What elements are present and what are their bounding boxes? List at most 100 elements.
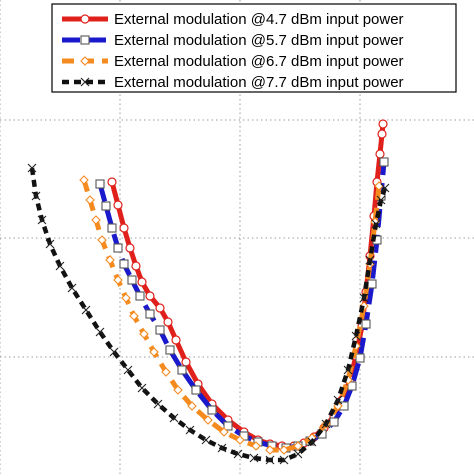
data-point-series-4: [137, 383, 147, 393]
data-point-series-3: [219, 427, 229, 437]
series-3: [79, 175, 384, 455]
legend-label-3: External modulation @6.7 dBm input power: [114, 53, 404, 70]
data-point-series-2: [191, 385, 201, 395]
data-point-series-1: [171, 335, 181, 345]
series-layer: [27, 119, 390, 465]
data-point-series-1: [163, 317, 173, 327]
data-point-series-3: [129, 311, 139, 321]
data-point-series-4: [307, 437, 317, 447]
data-point-series-4: [95, 327, 105, 337]
data-point-series-4: [81, 305, 91, 315]
data-point-series-4: [67, 283, 77, 293]
data-point-series-3: [203, 415, 213, 425]
data-point-series-4: [321, 419, 331, 429]
data-point-series-4: [343, 365, 353, 375]
data-point-series-3: [187, 401, 197, 411]
data-point-series-2: [95, 179, 105, 189]
data-point-series-2: [165, 345, 175, 355]
legend-label-1: External modulation @4.7 dBm input power: [114, 11, 404, 28]
series-2: [95, 157, 389, 453]
data-point-series-3: [149, 347, 159, 357]
legend-entry-2: External modulation @5.7 dBm input power: [62, 32, 404, 49]
data-point-series-1: [107, 177, 117, 187]
data-point-series-4: [279, 455, 289, 465]
series-line-3: [81, 179, 382, 453]
data-point-series-4: [249, 453, 259, 463]
data-point-series-1: [377, 129, 387, 139]
data-point-series-4: [265, 455, 275, 465]
data-point-series-2: [177, 365, 187, 375]
data-point-series-4: [333, 395, 343, 405]
data-point-series-1: [125, 243, 135, 253]
data-point-series-3: [161, 367, 171, 377]
data-point-series-2: [127, 275, 137, 285]
data-point-series-3: [235, 435, 245, 445]
legend-marker-4: [80, 77, 90, 87]
data-point-series-1: [137, 277, 147, 287]
data-point-series-2: [367, 279, 377, 289]
data-point-series-2: [107, 223, 117, 233]
data-point-series-4: [376, 195, 386, 205]
data-point-series-2: [145, 309, 155, 319]
data-point-series-1: [181, 357, 191, 367]
data-point-series-4: [153, 399, 163, 409]
data-point-series-4: [45, 239, 55, 249]
data-point-series-3: [265, 445, 275, 455]
data-point-series-4: [201, 435, 211, 445]
data-point-series-3: [279, 445, 289, 455]
data-point-series-4: [217, 443, 227, 453]
data-point-series-2: [113, 243, 123, 253]
data-point-series-4: [365, 255, 375, 265]
data-point-series-1: [113, 200, 123, 210]
data-point-series-4: [37, 215, 47, 225]
data-point-series-3: [251, 441, 261, 451]
data-point-series-3: [113, 275, 123, 285]
data-point-series-4: [169, 413, 179, 423]
data-point-series-4: [380, 183, 390, 193]
data-point-series-1: [375, 149, 385, 159]
data-point-series-2: [361, 319, 371, 329]
data-point-series-2: [223, 421, 233, 431]
data-point-series-4: [371, 219, 381, 229]
legend-box: [51, 3, 457, 93]
data-point-series-3: [293, 441, 303, 451]
data-point-series-3: [139, 329, 149, 339]
legend-entry-4: External modulation @7.7 dBm input power: [62, 74, 404, 91]
data-point-series-4: [31, 191, 41, 201]
data-point-series-3: [105, 255, 115, 265]
data-point-series-4: [123, 365, 133, 375]
data-point-series-1: [378, 119, 388, 129]
data-point-series-2: [329, 417, 339, 427]
data-point-series-3: [121, 293, 131, 303]
data-point-series-2: [379, 157, 389, 167]
legend-entry-1: External modulation @4.7 dBm input power: [62, 11, 404, 28]
data-point-series-1: [119, 223, 129, 233]
legend: External modulation @4.7 dBm input power…: [51, 3, 457, 93]
data-point-series-4: [351, 331, 361, 341]
series-line-2: [97, 161, 387, 451]
data-point-series-4: [185, 425, 195, 435]
data-point-series-4: [359, 293, 369, 303]
data-point-series-3: [91, 215, 101, 225]
data-point-series-2: [101, 201, 111, 211]
legend-marker-1: [80, 14, 90, 24]
data-point-series-4: [293, 449, 303, 459]
data-point-series-4: [55, 261, 65, 271]
data-point-series-3: [79, 175, 89, 185]
data-point-series-4: [233, 449, 243, 459]
data-point-series-1: [131, 261, 141, 271]
legend-marker-3: [80, 56, 90, 66]
legend-marker-2: [80, 35, 90, 45]
legend-label-2: External modulation @5.7 dBm input power: [114, 32, 404, 49]
data-point-series-1: [145, 291, 155, 301]
data-point-series-2: [119, 259, 129, 269]
series-4: [27, 163, 390, 465]
legend-entry-3: External modulation @6.7 dBm input power: [62, 53, 404, 70]
data-point-series-2: [355, 353, 365, 363]
data-point-series-2: [155, 325, 165, 335]
data-point-series-3: [85, 195, 95, 205]
data-point-series-1: [155, 303, 165, 313]
data-point-series-2: [135, 291, 145, 301]
